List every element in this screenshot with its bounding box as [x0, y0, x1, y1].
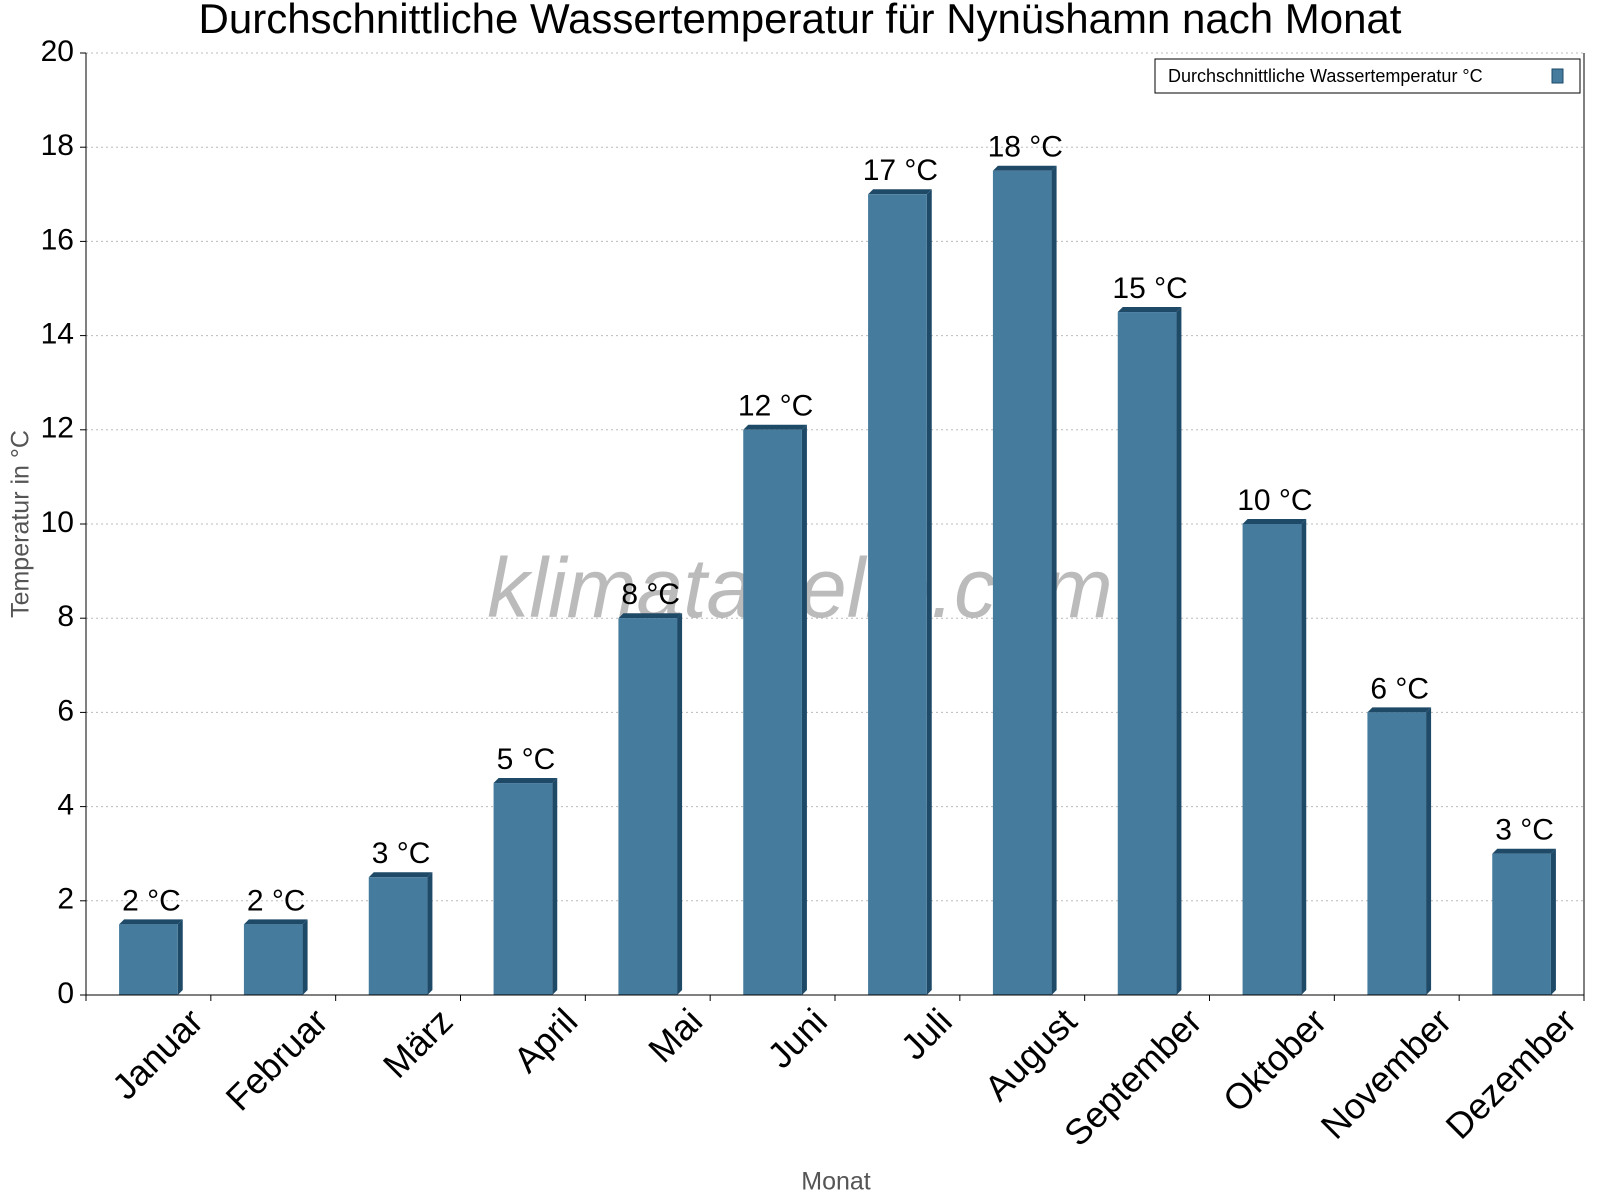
bar [618, 618, 678, 995]
bar-side [552, 778, 558, 995]
bar-top [1242, 519, 1307, 524]
value-label: 3 °C [1495, 814, 1554, 847]
bar-top [1492, 848, 1556, 854]
chart-title: Durchschnittliche Wassertemperatur für N… [199, 0, 1402, 42]
x-axis-title: Monat [801, 1168, 871, 1196]
bar [868, 194, 927, 996]
bar [243, 924, 303, 995]
bar-top [743, 424, 807, 430]
bar [368, 877, 428, 995]
bar [992, 170, 1052, 995]
bar [1117, 312, 1177, 995]
y-tick-label: 20 [41, 35, 74, 68]
bar-top [1117, 307, 1182, 313]
value-label: 10 °C [1237, 484, 1312, 517]
y-tick-label: 6 [57, 694, 74, 727]
bar-side [1301, 519, 1307, 995]
bar [1492, 853, 1551, 995]
legend: Durchschnittliche Wassertemperatur °C [1154, 58, 1581, 94]
value-label: 2 °C [247, 884, 306, 917]
y-tick-label: 0 [57, 977, 74, 1010]
y-tick-label: 4 [57, 789, 74, 822]
value-label: 8 °C [621, 578, 680, 611]
bar-top [119, 919, 183, 925]
bar-side [1176, 307, 1182, 995]
value-label: 15 °C [1112, 272, 1187, 305]
bar-top [868, 189, 932, 195]
bar-top [243, 919, 308, 925]
value-label: 17 °C [863, 154, 938, 187]
bar-side [1051, 165, 1057, 995]
bar-top [618, 613, 683, 619]
y-tick-label: 18 [41, 129, 74, 162]
bar-top [1367, 707, 1432, 713]
value-label: 18 °C [988, 131, 1063, 164]
y-tick-label: 14 [41, 318, 74, 351]
bar-top [368, 872, 433, 878]
bar-top [992, 165, 1057, 171]
y-tick-label: 16 [41, 223, 74, 256]
value-label: 2 °C [122, 884, 181, 917]
y-tick-label: 2 [57, 883, 74, 916]
value-label: 5 °C [497, 743, 556, 776]
bar-side [1550, 848, 1556, 995]
bar [119, 924, 178, 995]
bar-side [302, 919, 308, 995]
value-label: 3 °C [372, 837, 431, 870]
legend-label: Durchschnittliche Wassertemperatur °C [1168, 66, 1483, 86]
bar [1367, 712, 1427, 995]
bar-side [177, 919, 183, 995]
y-axis-title: Temperatur in °C [7, 430, 35, 618]
bar [743, 429, 802, 995]
bar-side [677, 613, 683, 995]
value-label: 6 °C [1370, 672, 1429, 705]
y-tick-label: 8 [57, 600, 74, 633]
bar-side [926, 189, 932, 996]
bar-side [427, 872, 433, 995]
y-tick-label: 10 [41, 506, 74, 539]
y-tick-label: 12 [41, 412, 74, 445]
value-label: 12 °C [738, 390, 813, 423]
legend-swatch [1551, 68, 1564, 84]
bar [493, 783, 553, 995]
legend-box [1154, 58, 1581, 94]
bar-top [493, 778, 558, 784]
bar-side [801, 424, 807, 995]
bar [1242, 524, 1302, 995]
bar-side [1426, 707, 1432, 995]
